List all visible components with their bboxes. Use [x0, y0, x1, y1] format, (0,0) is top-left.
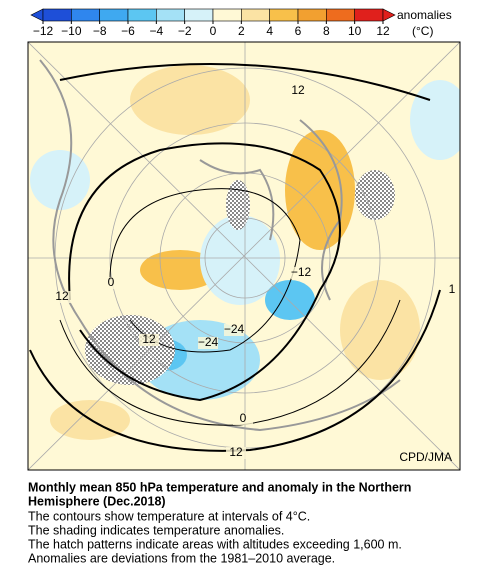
colorbar-tick-label: 10	[348, 24, 362, 38]
contour-label: 12	[229, 445, 243, 459]
contour-label: 0	[108, 275, 115, 289]
colorbar-tick-label: −2	[178, 24, 192, 38]
colorbar-arrow	[30, 8, 44, 22]
colorbar-tick-label: 2	[238, 24, 245, 38]
map-frame	[27, 41, 461, 471]
colorbar-tick-label: −10	[61, 24, 82, 38]
colorbar-label: anomalies	[397, 8, 452, 22]
contour-label-bg	[52, 291, 72, 303]
contour-label: 12	[142, 332, 156, 346]
contour-label-bg	[291, 267, 311, 279]
colorbar-segment	[212, 8, 242, 22]
colorbar-tick-label: 8	[323, 24, 330, 38]
colorbar-segment	[184, 8, 214, 22]
colorbar-unit: (°C)	[412, 24, 433, 38]
colorbar-segment	[71, 8, 100, 22]
colorbar-tick-label: 6	[295, 24, 302, 38]
colorbar-segment	[354, 8, 384, 22]
contour-label: 0	[240, 411, 247, 425]
hatch-areas	[85, 170, 395, 385]
colorbar-tick-label: −4	[149, 24, 163, 38]
contour-label: −24	[224, 322, 245, 336]
colorbar-tick-label: −12	[33, 24, 54, 38]
contour-label-bg	[101, 277, 121, 289]
colorbar-arrow	[382, 8, 396, 22]
contour-label: 1	[449, 282, 456, 296]
caption-line: The contours show temperature at interva…	[28, 509, 310, 523]
colorbar-tick-label: −6	[121, 24, 135, 38]
contour-label-bg	[288, 85, 308, 97]
contour-label: 12	[291, 83, 305, 97]
caption-line: The hatch patterns indicate areas with a…	[28, 537, 402, 551]
contour-label-bg	[198, 337, 218, 349]
colorbar-tick-label: 12	[376, 24, 390, 38]
caption-line: Anomalies are deviations from the 1981–2…	[28, 551, 335, 565]
colorbar-segment	[297, 8, 327, 22]
colorbar-segment	[99, 8, 129, 22]
colorbar-tick-label: −8	[93, 24, 107, 38]
contour-label-bg	[224, 324, 244, 336]
colorbar-segment	[326, 8, 355, 22]
map: 12 12 0 −12 12 −24 −24 0 12 1	[28, 42, 460, 470]
caption-line: The shading indicates temperature anomal…	[28, 523, 284, 537]
colorbar-segment	[42, 8, 72, 22]
contour-label-bg	[226, 447, 246, 459]
contour-label: −24	[198, 335, 219, 349]
contour-label: 12	[55, 289, 69, 303]
contour-labels: 12 12 0 −12 12 −24 −24 0 12 1	[52, 83, 460, 459]
colorbar-segment	[156, 8, 185, 22]
caption-title: Hemisphere (Dec.2018)	[28, 494, 166, 508]
contour-label-bg	[442, 284, 460, 296]
colorbar-segment	[241, 8, 270, 22]
contour-label-bg	[139, 334, 159, 346]
colorbar-tick-label: 0	[210, 24, 217, 38]
contour-label: −12	[291, 265, 312, 279]
contour-label-bg	[233, 413, 253, 425]
caption-title: Monthly mean 850 hPa temperature and ano…	[28, 480, 411, 494]
colorbar-tick-label: 4	[266, 24, 273, 38]
colorbar-segment	[269, 8, 299, 22]
colorbar: −12 −10 −8 −6 −4 −2 0 2 4 6 8 10 12	[30, 8, 396, 38]
colorbar-segment	[127, 8, 157, 22]
credit: CPD/JMA	[399, 450, 452, 464]
